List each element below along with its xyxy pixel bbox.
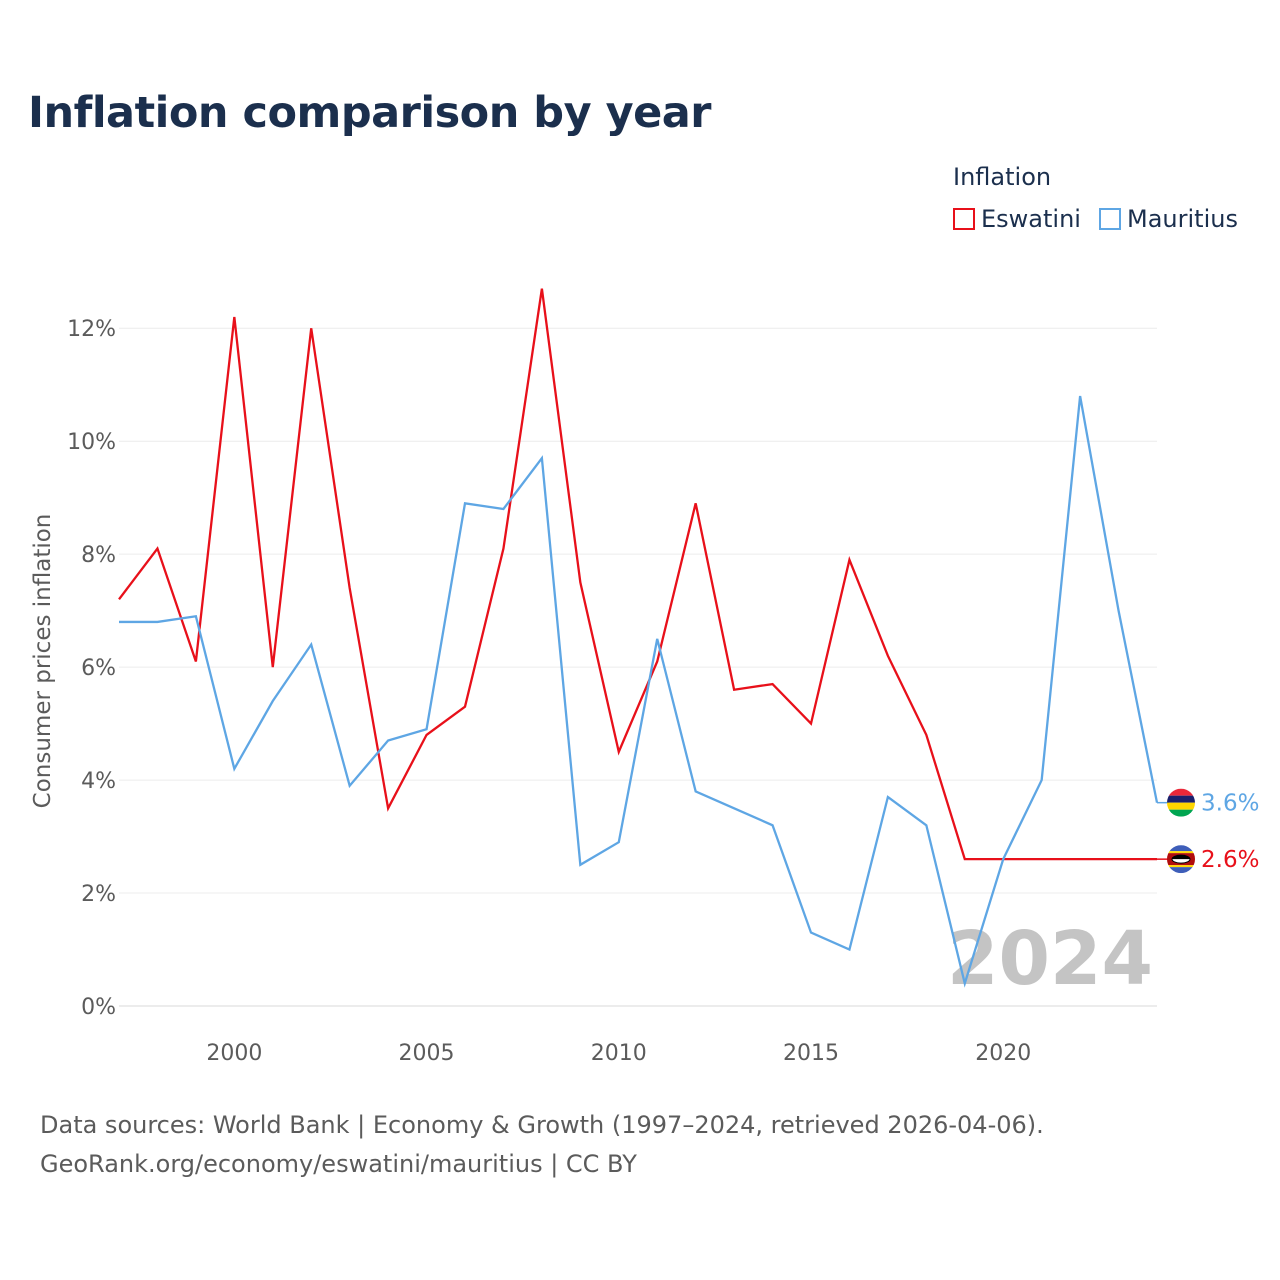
y-axis-label: Consumer prices inflation — [30, 514, 56, 809]
sources-line-2[interactable]: GeoRank.org/economy/eswatini/mauritius |… — [40, 1150, 637, 1178]
legend-title: Inflation — [953, 163, 1052, 191]
legend-label-mauritius: Mauritius — [1127, 205, 1238, 233]
x-tick-label: 2000 — [206, 1041, 262, 1066]
series-line-eswatini — [118, 288, 1157, 861]
x-tick-label: 2010 — [591, 1041, 647, 1066]
legend-label-eswatini: Eswatini — [981, 205, 1081, 233]
flag-icon-eswatini — [1167, 845, 1195, 874]
y-tick-label: 10% — [67, 430, 116, 455]
y-tick-label: 2% — [81, 882, 116, 907]
legend-item-mauritius[interactable]: Mauritius — [1099, 205, 1238, 233]
legend-swatch-eswatini — [953, 208, 975, 230]
x-tick-label: 2020 — [975, 1041, 1031, 1066]
end-value-label-eswatini: 2.6% — [1201, 847, 1259, 873]
series-line-mauritius — [119, 395, 1159, 988]
legend-swatch-mauritius — [1099, 208, 1121, 230]
y-tick-label: 4% — [81, 769, 116, 794]
end-value-label-mauritius: 3.6% — [1201, 791, 1259, 817]
y-tick-label: 12% — [67, 317, 116, 342]
y-tick-label: 8% — [81, 543, 116, 568]
flag-icon-mauritius — [1167, 788, 1195, 817]
x-tick-label: 2015 — [783, 1041, 839, 1066]
data-sources: Data sources: World Bank | Economy & Gro… — [40, 1106, 1044, 1184]
legend-item-eswatini[interactable]: Eswatini — [953, 205, 1081, 233]
y-tick-label: 6% — [81, 656, 116, 681]
x-tick-label: 2005 — [399, 1041, 455, 1066]
sources-line-1: Data sources: World Bank | Economy & Gro… — [40, 1111, 1044, 1139]
chart-title: Inflation comparison by year — [28, 88, 712, 138]
year-watermark: 2024 — [947, 916, 1153, 1002]
y-tick-label: 0% — [81, 995, 116, 1020]
